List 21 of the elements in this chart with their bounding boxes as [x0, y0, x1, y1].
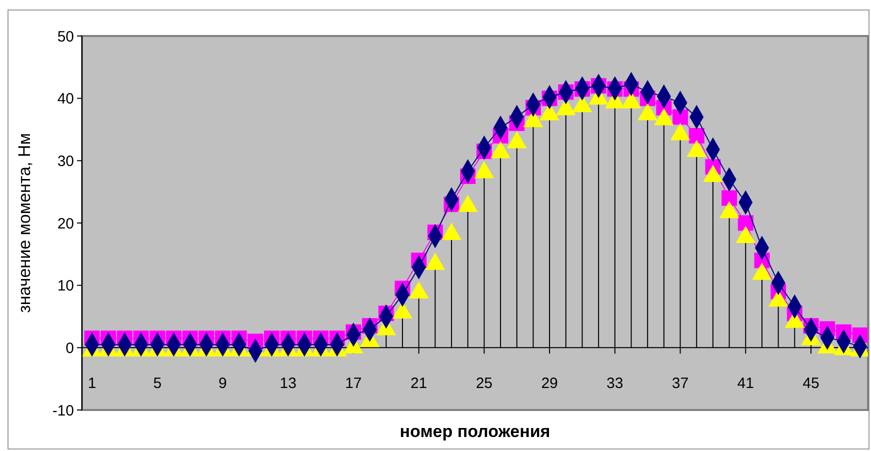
- x-tick-label: 37: [672, 375, 689, 392]
- y-tick-label: 10: [57, 278, 74, 295]
- x-tick-label: 21: [410, 375, 428, 392]
- x-tick-label: 29: [541, 375, 558, 392]
- x-tick-label: 45: [802, 375, 820, 392]
- y-tick-label: 40: [57, 90, 74, 108]
- x-tick-label: 41: [737, 375, 754, 392]
- y-tick-label: 30: [57, 152, 74, 170]
- x-tick-label: 1: [88, 375, 96, 392]
- y-axis-title: значение момента, Нм: [15, 133, 34, 313]
- x-tick-label: 5: [153, 375, 162, 392]
- y-tick-label: -10: [52, 402, 74, 420]
- y-tick-label: 0: [66, 340, 74, 357]
- x-tick-label: 13: [280, 375, 296, 392]
- x-tick-label: 33: [606, 375, 624, 392]
- y-tick-label: 20: [57, 215, 74, 232]
- y-tick-label: 50: [57, 28, 74, 46]
- x-tick-label: 17: [345, 375, 362, 392]
- x-axis-title: номер положения: [400, 422, 550, 441]
- x-tick-label: 25: [476, 375, 493, 392]
- x-tick-label: 9: [218, 375, 227, 392]
